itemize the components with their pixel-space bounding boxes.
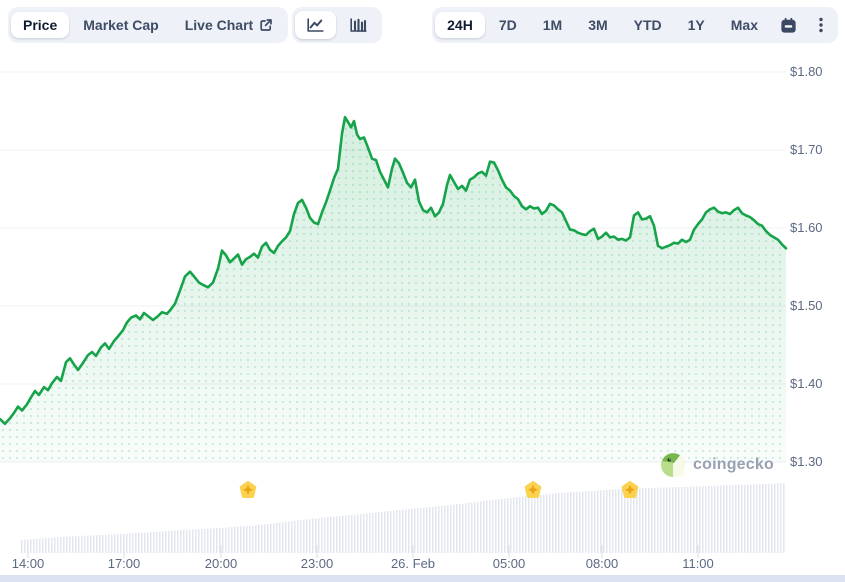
calendar-icon (779, 16, 798, 35)
more-options-button[interactable] (807, 10, 835, 40)
line-chart-button[interactable] (295, 11, 336, 39)
candlestick-chart-icon (349, 17, 368, 33)
metric-tab-group: Price Market Cap Live Chart (8, 7, 289, 43)
x-axis-tick-marks (27, 545, 699, 558)
y-axis-label: $1.70 (790, 142, 823, 157)
tab-market-cap[interactable]: Market Cap (71, 12, 170, 38)
tab-range-1m[interactable]: 1M (531, 12, 574, 38)
tab-label: Price (23, 17, 58, 33)
x-axis-label: 17:00 (107, 556, 141, 571)
price-area-dot-pattern (0, 117, 786, 462)
tab-label: Live Chart (184, 17, 254, 33)
more-options-icon (814, 16, 828, 34)
tab-range-7d[interactable]: 7D (487, 12, 529, 38)
tab-range-3m[interactable]: 3M (576, 12, 619, 38)
tab-label: 1Y (687, 17, 705, 33)
chart-type-toggle (292, 7, 382, 43)
tab-range-1y[interactable]: 1Y (676, 12, 717, 38)
tab-price[interactable]: Price (11, 12, 70, 38)
line-chart-icon (306, 17, 325, 33)
tab-label: 3M (588, 17, 608, 33)
tab-range-24h[interactable]: 24H (435, 12, 485, 38)
x-axis-label: 08:00 (585, 556, 619, 571)
y-axis-label: $1.30 (790, 454, 823, 469)
tab-label: 1M (542, 17, 563, 33)
price-line-series (0, 115, 788, 426)
event-sparkle-badge[interactable] (621, 481, 639, 498)
x-axis-label: 11:00 (682, 556, 714, 571)
y-axis-label: $1.60 (790, 220, 823, 235)
y-axis-label: $1.40 (790, 376, 823, 391)
tab-label: YTD (633, 17, 662, 33)
tab-live-chart[interactable]: Live Chart (173, 12, 285, 38)
x-axis-label: 20:00 (204, 556, 238, 571)
x-axis-label: 23:00 (300, 556, 334, 571)
calendar-button[interactable] (772, 10, 805, 41)
tab-range-max[interactable]: Max (719, 12, 770, 38)
tab-label: 7D (498, 17, 517, 33)
tab-label: Market Cap (83, 17, 159, 33)
x-axis-label: 14:00 (11, 556, 45, 571)
candlestick-chart-button[interactable] (338, 11, 379, 39)
tab-label: Max (730, 17, 758, 33)
event-sparkle-badge[interactable] (524, 481, 542, 498)
volume-navigator[interactable] (21, 483, 785, 553)
event-sparkle-badge[interactable] (239, 481, 257, 498)
x-axis-label: 26. Feb (390, 556, 436, 571)
bottom-divider-strip (0, 575, 845, 582)
tab-label: 24H (447, 17, 473, 33)
key-event-markers[interactable] (239, 481, 639, 498)
y-axis-label: $1.50 (790, 298, 823, 313)
x-axis-label: 05:00 (492, 556, 526, 571)
tab-range-ytd[interactable]: YTD (622, 12, 674, 38)
range-tab-group: 24H 7D 1M 3M YTD 1Y Max (432, 7, 838, 43)
external-link-icon (259, 18, 273, 32)
y-axis-label: $1.80 (790, 64, 823, 79)
